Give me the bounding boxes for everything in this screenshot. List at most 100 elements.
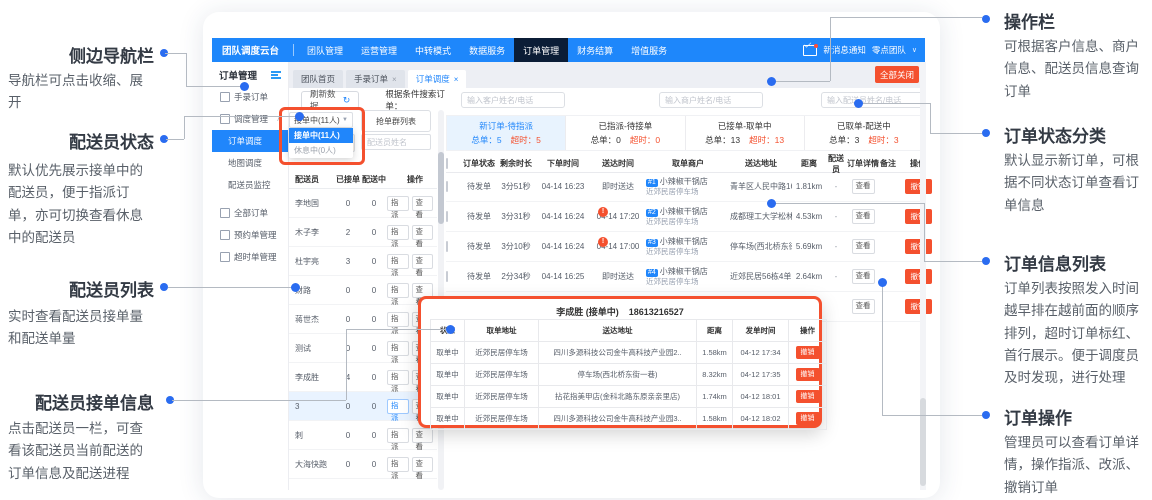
order-cancel-button[interactable]: 撤销 <box>904 239 932 254</box>
courier-search-input[interactable] <box>821 92 925 108</box>
customer-search-input[interactable] <box>461 92 565 108</box>
order-cancel-button[interactable]: 撤销 <box>904 179 932 194</box>
annotation-title-courier-list: 配送员列表 <box>69 281 154 300</box>
scrollbar-thumb[interactable] <box>438 152 444 224</box>
courier-row[interactable]: 杜宇亮 3 0 指派 查看 <box>289 247 437 277</box>
courier-row[interactable]: 大海快跑 0 0 指派 查看 <box>289 450 437 480</box>
sidebar-item-courier-monitor[interactable]: 配送员监控 <box>228 180 271 190</box>
courier-name: 木子李 <box>295 227 319 237</box>
sidebar-item-reserve-orders[interactable]: 预约单管理 <box>212 224 288 246</box>
collapse-icon[interactable] <box>271 71 281 79</box>
assign-button[interactable]: 指派 <box>387 195 409 219</box>
dropdown-option[interactable]: 休息中(0人) <box>294 146 336 155</box>
chevron-down-icon[interactable]: ∨ <box>911 47 917 54</box>
assign-button[interactable]: 指派 <box>387 253 409 277</box>
order-view-button[interactable]: 查看 <box>851 209 875 224</box>
order-view-button[interactable]: 查看 <box>851 299 875 314</box>
assign-button[interactable]: 指派 <box>387 398 409 422</box>
nav-menu-item[interactable]: 中转模式 <box>415 45 452 56</box>
popup-cancel-button[interactable]: 撤销 <box>795 412 820 425</box>
window-scrollbar[interactable] <box>920 62 926 490</box>
order-status-tab[interactable]: 新订单-待指派 总单：5 超时：5 <box>447 116 567 150</box>
assign-button[interactable]: 指派 <box>387 311 409 335</box>
order-status-tab[interactable]: 已接单-取单中 总单：13 超时：13 <box>686 116 805 150</box>
popup-cancel-button[interactable]: 撤销 <box>795 346 820 359</box>
sidebar-group-dispatch[interactable]: 调度管理 ∧ <box>212 108 288 130</box>
view-button[interactable]: 查看 <box>411 253 433 277</box>
view-button[interactable]: 查看 <box>411 427 433 451</box>
row-checkbox[interactable] <box>446 271 448 282</box>
courier-row[interactable]: 财路 0 0 指派 查看 <box>289 276 437 306</box>
merchant-search-input[interactable] <box>659 92 763 108</box>
page-tab[interactable]: 团队首页 × <box>293 70 344 88</box>
courier-row[interactable]: 木子李 2 0 指派 查看 <box>289 218 437 248</box>
dropdown-option[interactable]: 接单中(11人) <box>289 128 353 143</box>
grab-group-list-button[interactable]: 抢单群列表 <box>361 110 431 132</box>
assign-button[interactable]: 指派 <box>387 340 409 364</box>
overtime-clock-icon: ! <box>598 237 608 247</box>
order-row[interactable]: 待发单 3分10秒 04-14 16:24 ! 04-14 17:00 #3 小辣… <box>446 232 932 262</box>
nav-menu-item[interactable]: 数据服务 <box>469 45 506 56</box>
nav-menu-item[interactable]: 订单管理 <box>514 38 569 62</box>
popup-cancel-button[interactable]: 撤销 <box>795 368 820 381</box>
assign-button[interactable]: 指派 <box>387 456 409 480</box>
callout-dot <box>982 15 990 23</box>
close-icon[interactable]: × <box>453 74 459 84</box>
nav-menu-item[interactable]: 增值服务 <box>631 45 668 56</box>
select-all-checkbox[interactable] <box>446 158 448 169</box>
assign-button[interactable]: 指派 <box>387 427 409 451</box>
view-button[interactable]: 查看 <box>411 456 433 480</box>
row-checkbox[interactable] <box>446 241 448 252</box>
assign-button[interactable]: 指派 <box>387 369 409 393</box>
pickup-location: 近郊民居停车场 <box>646 186 699 196</box>
refresh-button[interactable]: 刷新数据 ↻ <box>301 89 360 111</box>
page-tab[interactable]: 手录订单 × <box>346 70 405 88</box>
team-name[interactable]: 零点团队 <box>871 45 906 55</box>
order-deliver-time: ! 04-14 17:00 <box>596 237 640 251</box>
nav-menu-item[interactable]: 财务结算 <box>577 45 614 56</box>
message-icon[interactable] <box>803 43 819 56</box>
courier-panel: 接单中(11人) 抢单群列表 接单中(11人) ▼ 接单中(11人) 休息中(0… <box>289 110 444 490</box>
nav-menu-item[interactable]: 运营管理 <box>361 45 398 56</box>
courier-row[interactable]: 3 0 0 指派 查看 <box>289 392 437 422</box>
view-button[interactable]: 查看 <box>411 224 433 248</box>
scrollbar-thumb[interactable] <box>920 398 926 486</box>
row-checkbox[interactable] <box>446 181 448 192</box>
assign-button[interactable]: 指派 <box>387 224 409 248</box>
courier-row[interactable]: 刺 0 0 指派 查看 <box>289 421 437 451</box>
page-tab[interactable]: 订单调度 × <box>407 70 467 88</box>
order-cancel-button[interactable]: 撤销 <box>904 269 932 284</box>
order-cancel-button[interactable]: 撤销 <box>904 209 932 224</box>
close-icon[interactable]: × <box>392 74 397 84</box>
sidebar-item-manual-order[interactable]: 手录订单 <box>212 86 288 108</box>
notice-label[interactable]: 新消息通知 <box>823 45 866 55</box>
row-checkbox[interactable] <box>446 211 448 222</box>
courier-name-input[interactable] <box>361 134 431 150</box>
courier-row[interactable]: 李地国 0 0 指派 查看 <box>289 189 437 219</box>
view-button[interactable]: 查看 <box>411 195 433 219</box>
order-cancel-button[interactable]: 撤销 <box>904 299 932 314</box>
order-status-tab[interactable]: 已指派-待接单 总单：0 超时：0 <box>566 116 686 150</box>
sidebar-item-overtime-orders[interactable]: 超时单管理 <box>212 246 288 268</box>
order-created-time: 04-14 16:23 <box>541 182 585 191</box>
courier-status-dropdown[interactable]: 接单中(11人) ▼ <box>289 112 353 128</box>
sidebar-item-order-dispatch[interactable]: 订单调度 <box>212 130 288 152</box>
order-view-button[interactable]: 查看 <box>851 179 875 194</box>
courier-row[interactable]: 测试 0 0 指派 查看 <box>289 334 437 364</box>
courier-row[interactable]: 李成胜 4 0 指派 查看 <box>289 363 437 393</box>
sidebar-item-map-dispatch[interactable]: 地图调度 <box>228 158 263 168</box>
order-row[interactable]: 待发单 3分31秒 04-14 16:24 ! 04-14 17:20 #2 小辣… <box>446 202 932 232</box>
assign-button[interactable]: 指派 <box>387 282 409 306</box>
order-view-button[interactable]: 查看 <box>851 239 875 254</box>
order-view-button[interactable]: 查看 <box>851 269 875 284</box>
sidebar-item-all-orders[interactable]: 全部订单 <box>212 202 288 224</box>
close-all-button[interactable]: 全部关闭 <box>875 66 919 83</box>
callout-dot <box>982 129 990 137</box>
popup-cancel-button[interactable]: 撤销 <box>795 390 820 403</box>
popup-pickup-address: 近郊民居停车场 <box>464 385 539 408</box>
order-status-tab[interactable]: 已取单-配送中 总单：3 超时：3 <box>805 116 924 150</box>
nav-menu-item[interactable]: 团队管理 <box>307 45 344 56</box>
overtime-count: 超时：3 <box>868 135 899 145</box>
